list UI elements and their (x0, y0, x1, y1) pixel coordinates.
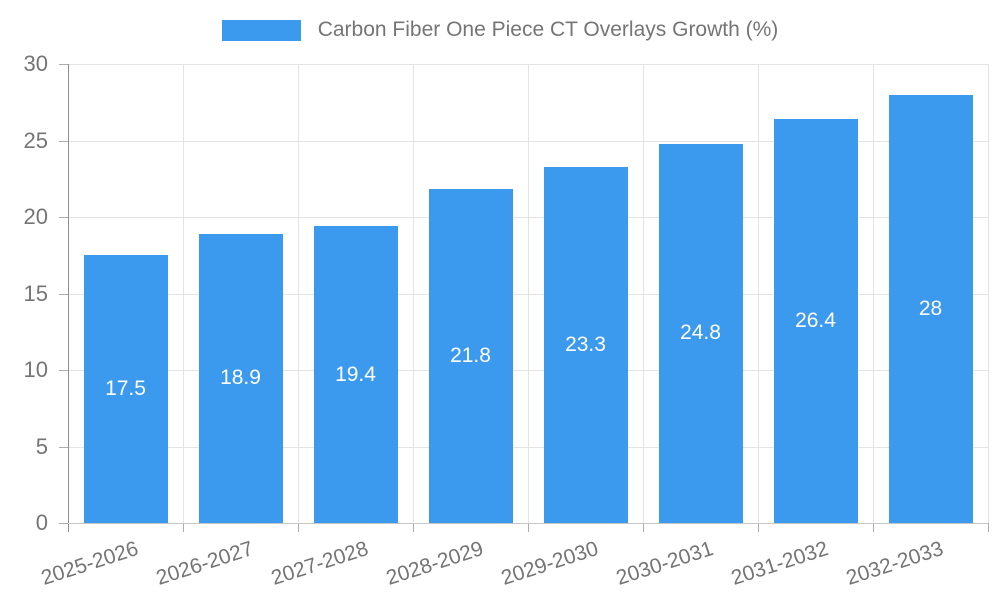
legend[interactable]: Carbon Fiber One Piece CT Overlays Growt… (0, 18, 1000, 42)
legend-label: Carbon Fiber One Piece CT Overlays Growt… (317, 18, 779, 41)
y-axis-tick (59, 446, 68, 448)
gridline-vertical (643, 64, 644, 523)
bar[interactable] (313, 226, 398, 523)
x-axis-tick (183, 523, 184, 532)
gridline-vertical (528, 64, 529, 523)
x-axis-category-label: 2028-2029 (382, 537, 486, 590)
bar-value-label: 17.5 (105, 377, 146, 401)
bar[interactable] (198, 233, 283, 523)
gridline-vertical (413, 64, 414, 523)
x-axis-category-label: 2029-2030 (497, 537, 601, 590)
bar-value-label: 28 (918, 296, 943, 320)
x-axis-category-label: 2027-2028 (267, 537, 371, 590)
gridline-vertical (298, 64, 299, 523)
x-axis-tick (873, 523, 874, 532)
x-axis-category-label: 2025-2026 (37, 537, 141, 590)
gridline-vertical (183, 64, 184, 523)
x-axis-tick (988, 523, 989, 532)
y-axis-tick-label: 30 (23, 51, 48, 76)
x-axis-tick (528, 523, 529, 532)
bar[interactable] (428, 189, 513, 523)
gridline-vertical (758, 64, 759, 523)
x-axis-category-label: 2031-2032 (727, 537, 831, 590)
y-axis-tick (59, 64, 68, 65)
bar-value-label: 26.4 (795, 309, 836, 333)
x-axis-line (68, 523, 988, 524)
y-axis-tick (59, 217, 68, 218)
y-axis-tick-label: 25 (23, 127, 48, 153)
bar-value-label: 23.3 (565, 332, 606, 356)
bar-value-label: 19.4 (335, 362, 376, 386)
x-axis-category-label: 2026-2027 (152, 537, 256, 590)
x-axis-tick (643, 523, 644, 532)
y-axis-tick-label: 20 (23, 204, 48, 229)
bar-value-label: 21.8 (450, 344, 491, 368)
bar[interactable] (888, 94, 973, 523)
legend-swatch (221, 19, 301, 41)
bar[interactable] (543, 166, 628, 523)
bar-value-label: 18.9 (220, 366, 261, 390)
gridline-vertical (988, 64, 989, 523)
x-axis-tick (758, 523, 759, 532)
bar[interactable] (658, 143, 743, 523)
y-axis-tick (59, 140, 68, 142)
y-axis-tick-label: 10 (23, 357, 48, 382)
y-axis-tick-label: 15 (23, 280, 48, 306)
bar[interactable] (773, 119, 858, 523)
y-axis-tick (59, 370, 68, 371)
y-axis-tick-label: 5 (35, 433, 48, 459)
x-axis-category-label: 2030-2031 (612, 537, 716, 590)
y-axis-tick (59, 523, 68, 524)
bar-value-label: 24.8 (680, 321, 721, 345)
y-axis-tick-label: 0 (35, 510, 48, 535)
y-axis-tick (59, 293, 68, 295)
x-axis-tick (413, 523, 414, 532)
x-axis-category-label: 2032-2033 (842, 537, 946, 590)
y-axis-line (68, 64, 69, 532)
gridline-vertical (873, 64, 874, 523)
bar[interactable] (83, 255, 168, 523)
x-axis-tick (298, 523, 299, 532)
